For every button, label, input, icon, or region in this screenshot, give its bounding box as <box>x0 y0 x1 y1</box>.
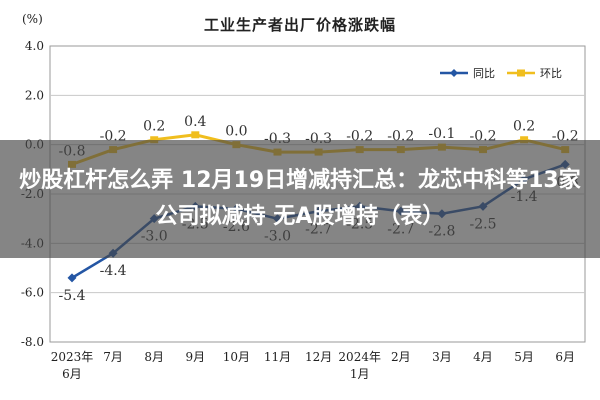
headline-overlay-band <box>0 140 600 258</box>
x-tick-label: 3月 <box>432 350 452 364</box>
data-label: -4.4 <box>100 263 127 279</box>
data-label: 0.4 <box>184 114 206 130</box>
data-label: 0.0 <box>225 124 247 140</box>
y-tick-label: 4.0 <box>25 39 44 53</box>
legend-label: 同比 <box>473 67 495 80</box>
x-tick-label: 10月 <box>223 350 250 364</box>
data-point <box>67 273 77 283</box>
x-tick-label: 1月 <box>350 367 370 381</box>
data-point <box>150 136 159 144</box>
x-tick-label: 5月 <box>514 350 534 364</box>
y-axis-unit-label: (%) <box>22 12 43 26</box>
y-tick-label: -8.0 <box>21 335 44 349</box>
x-tick-label: 4月 <box>473 350 493 364</box>
x-tick-label: 6月 <box>62 367 82 381</box>
x-tick-label: 2023年 <box>51 350 94 364</box>
data-label: -0.1 <box>428 126 455 142</box>
x-tick-label: 7月 <box>103 350 123 364</box>
x-tick-label: 2024年 <box>338 350 381 364</box>
data-point <box>191 131 200 139</box>
x-tick-label: 11月 <box>264 350 291 364</box>
y-tick-label: -6.0 <box>21 286 44 300</box>
x-tick-label: 9月 <box>185 350 205 364</box>
legend-label: 环比 <box>540 67 562 80</box>
x-tick-label: 2月 <box>391 350 411 364</box>
y-tick-label: 2.0 <box>25 88 44 102</box>
data-label: -5.4 <box>59 288 86 304</box>
legend-swatch-marker <box>450 69 458 77</box>
headline-overlay-text[interactable]: 炒股杠杆怎么弄 12月19日增减持汇总：龙芯中科等13家公司拟减持 无A股增持（… <box>19 168 581 229</box>
legend-swatch-marker <box>517 69 525 77</box>
data-label: 0.2 <box>513 119 535 135</box>
chart-title: 工业生产者出厂价格涨跌幅 <box>203 16 396 34</box>
x-tick-label: 12月 <box>305 350 332 364</box>
x-tick-label: 6月 <box>555 350 575 364</box>
data-label: 0.2 <box>143 119 165 135</box>
data-point <box>520 136 529 144</box>
x-tick-label: 8月 <box>144 350 164 364</box>
